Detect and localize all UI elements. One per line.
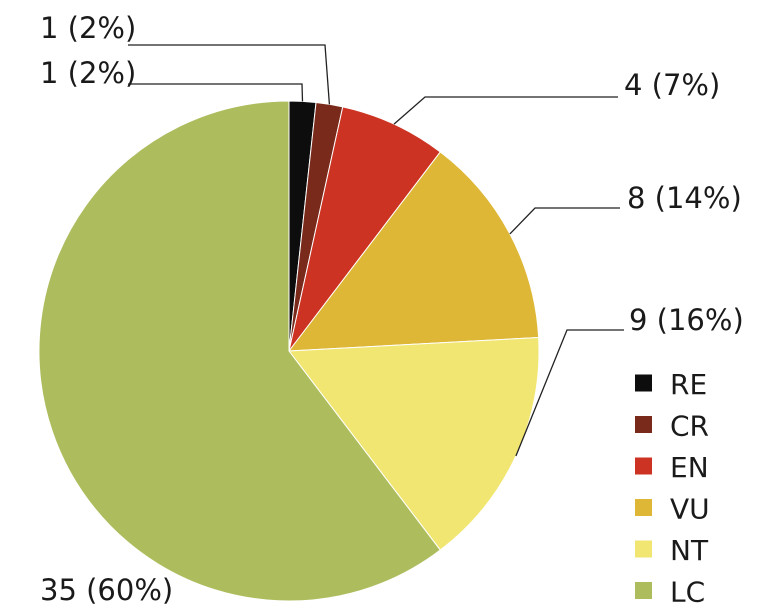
legend-swatch-re bbox=[635, 374, 652, 392]
legend-label-re: RE bbox=[670, 368, 707, 401]
data-label-nt: 9 (16%) bbox=[629, 303, 744, 337]
data-label-cr: 1 (2%) bbox=[40, 11, 136, 45]
legend: RE CR EN VU NT LC bbox=[635, 368, 710, 609]
legend-swatch-nt bbox=[635, 540, 652, 558]
leader-line-cr bbox=[128, 44, 331, 105]
legend-item-nt: NT bbox=[635, 534, 709, 567]
legend-item-en: EN bbox=[635, 451, 709, 484]
legend-label-vu: VU bbox=[670, 493, 710, 526]
pie-slice-vu bbox=[287, 151, 540, 352]
legend-label-en: EN bbox=[670, 451, 709, 484]
data-label-en: 4 (7%) bbox=[624, 68, 720, 102]
pie-slices bbox=[38, 100, 540, 602]
legend-swatch-en bbox=[635, 457, 652, 475]
leader-line-en bbox=[393, 96, 618, 125]
leader-line-nt bbox=[515, 329, 624, 457]
legend-item-re: RE bbox=[635, 368, 707, 401]
legend-item-cr: CR bbox=[635, 410, 709, 443]
legend-label-lc: LC bbox=[670, 576, 705, 609]
data-label-lc: 35 (60%) bbox=[40, 573, 173, 607]
pie-slice-en bbox=[288, 106, 441, 352]
leader-lines bbox=[128, 44, 624, 457]
data-label-vu: 8 (14%) bbox=[627, 181, 742, 215]
pie-slice-lc bbox=[38, 100, 441, 602]
legend-label-nt: NT bbox=[670, 534, 709, 567]
legend-swatch-lc bbox=[635, 582, 652, 599]
legend-swatch-cr bbox=[635, 416, 652, 433]
data-labels: 1 (2%) 1 (2%) 4 (7%) 8 (14%) 9 (16%) 35 (60%) bbox=[40, 11, 744, 607]
legend-item-lc: LC bbox=[635, 576, 705, 609]
leader-line-re bbox=[128, 83, 304, 102]
legend-label-cr: CR bbox=[670, 410, 709, 443]
legend-swatch-vu bbox=[635, 499, 652, 516]
leader-line-vu bbox=[509, 207, 620, 235]
data-label-re: 1 (2%) bbox=[40, 56, 136, 90]
legend-item-vu: VU bbox=[635, 493, 710, 526]
